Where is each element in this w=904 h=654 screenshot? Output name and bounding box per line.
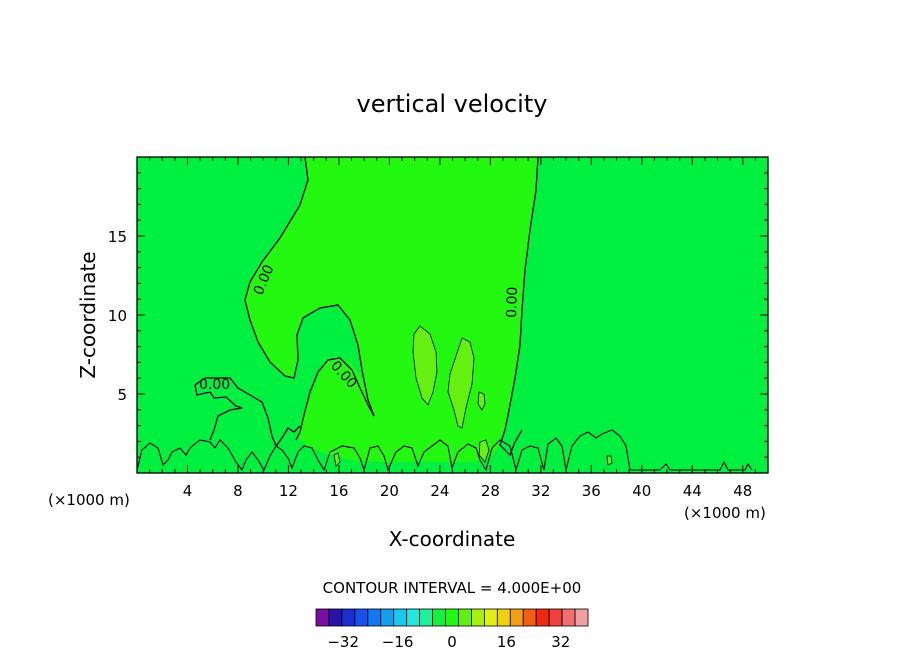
zero-contour-lobe: [295, 357, 375, 441]
contour-label-4: 0.00: [199, 377, 230, 393]
colorbar-swatch: [548, 608, 563, 627]
x-tick-label: 8: [233, 482, 243, 500]
y-tick-label: 15: [108, 228, 127, 246]
colorbar-swatch: [535, 608, 550, 627]
contour-interval: CONTOUR INTERVAL = 4.000E+00: [323, 579, 582, 597]
colorbar-swatch: [483, 608, 498, 627]
colorbar-tick-label: −32: [327, 633, 359, 651]
colorbar-swatch: [509, 608, 524, 627]
colorbar-swatch: [522, 608, 537, 627]
x-tick-label: 4: [183, 482, 193, 500]
colorbar-swatch: [432, 608, 446, 627]
colorbar-swatch: [574, 608, 589, 627]
chart-title: vertical velocity: [357, 90, 548, 118]
colorbar-swatch: [367, 608, 382, 627]
colorbar: [315, 608, 589, 627]
updraft-cell-5: [333, 452, 341, 467]
colorbar-tick-labels: −32 −16 0 16 32: [327, 633, 570, 651]
colorbar-swatch: [419, 608, 433, 627]
x-tick-label: 24: [430, 482, 449, 500]
y-tick-label: 5: [117, 386, 127, 404]
axis-ticks: [137, 157, 768, 473]
colorbar-swatch: [328, 608, 343, 627]
plot-area: 0.00 0.00 0.00 0.00: [136, 156, 769, 474]
colorbar-tick-label: 0: [447, 633, 457, 651]
colorbar-tick-label: 32: [551, 633, 570, 651]
x-tick-label: 32: [531, 482, 550, 500]
y-axis-label: Z-coordinate: [76, 251, 100, 378]
updraft-cell-3: [477, 391, 486, 411]
colorbar-swatch: [496, 608, 511, 627]
colorbar-swatch: [471, 608, 485, 627]
colorbar-swatch: [380, 608, 395, 627]
x-axis-label: X-coordinate: [389, 527, 516, 551]
x-unit-left: (×1000 m): [48, 491, 130, 509]
x-tick-labels: 4 8 12 16 20 24 28 32 36 40 44 48: [183, 482, 753, 500]
colorbar-swatch: [341, 608, 356, 627]
zero-contour-right: [499, 156, 539, 457]
updraft-cell-2: [447, 337, 475, 429]
zero-contour-main: [244, 156, 375, 417]
zero-contour-left-lobe: [194, 377, 301, 448]
colorbar-swatch: [406, 608, 421, 627]
x-unit-right: (×1000 m): [684, 504, 766, 522]
zero-contour-left-lobe-lower: [194, 384, 243, 441]
x-tick-label: 44: [683, 482, 702, 500]
x-tick-label: 16: [329, 482, 348, 500]
updraft-cell-4: [478, 439, 490, 463]
y-tick-label: 10: [108, 307, 127, 325]
zero-contour-surface: [136, 429, 753, 473]
colorbar-swatch: [561, 608, 576, 627]
x-tick-label: 48: [733, 482, 752, 500]
x-tick-label: 12: [279, 482, 298, 500]
colorbar-swatch: [445, 608, 459, 627]
updraft-cell-1: [412, 325, 438, 406]
colorbar-tick-label: −16: [382, 633, 414, 651]
colorbar-swatch: [354, 608, 369, 627]
colorbar-swatch: [458, 608, 472, 627]
x-tick-label: 28: [481, 482, 500, 500]
y-tick-labels: 5 10 15: [108, 228, 127, 404]
colorbar-tick-label: 16: [497, 633, 516, 651]
updraft-cell-6: [606, 455, 613, 466]
colorbar-swatch: [393, 608, 408, 627]
contour-label-2: 0.00: [504, 286, 521, 318]
x-tick-label: 20: [380, 482, 399, 500]
x-tick-label: 40: [632, 482, 651, 500]
x-tick-label: 36: [582, 482, 601, 500]
colorbar-swatch: [315, 608, 330, 627]
